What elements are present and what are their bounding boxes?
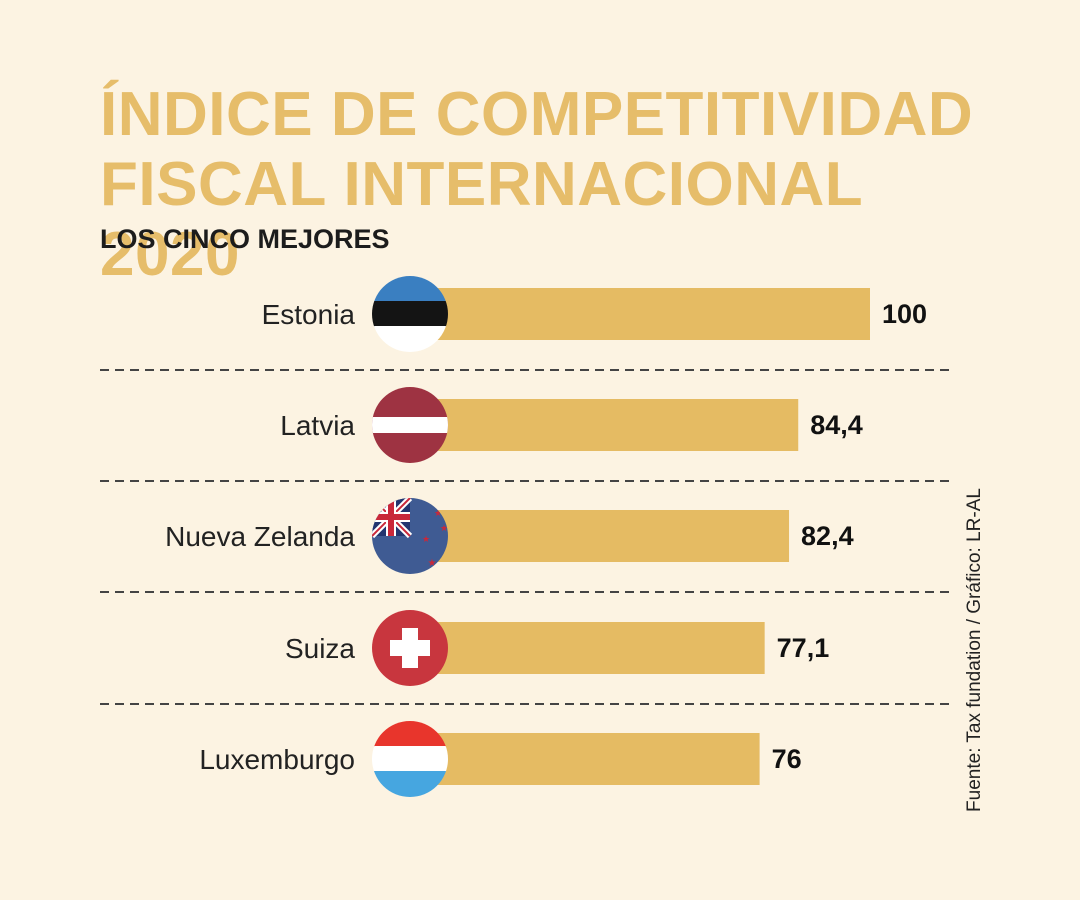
chart-title: ÍNDICE DE COMPETITIVIDAD FISCAL INTERNAC…	[100, 80, 1000, 290]
value-label-latvia: 84,4	[810, 410, 863, 440]
source-note: Fuente: Tax fundation / Gráfico: LR-AL	[964, 488, 985, 812]
category-label-latvia: Latvia	[280, 410, 355, 441]
chart-subtitle: LOS CINCO MEJORES	[100, 224, 390, 254]
chart-title-line-2: FISCAL INTERNACIONAL 2020	[100, 150, 863, 289]
bar-suiza	[410, 622, 765, 674]
category-label-suiza: Suiza	[285, 633, 355, 664]
switzerland-flag-icon	[372, 610, 448, 686]
value-label-nueva-zelanda: 82,4	[801, 521, 854, 551]
bar-estonia	[410, 288, 870, 340]
svg-text:★: ★	[434, 508, 442, 518]
latvia-flag-icon	[372, 387, 448, 463]
luxembourg-flag-icon	[372, 721, 448, 797]
bar-latvia	[410, 399, 799, 451]
svg-text:★: ★	[428, 558, 437, 569]
value-label-suiza: 77,1	[777, 633, 830, 663]
estonia-flag-icon	[372, 276, 448, 352]
new-zealand-flag-icon: ★ ★ ★ ★	[372, 498, 448, 574]
value-label-luxemburgo: 76	[772, 744, 802, 774]
chart-title-line-1: ÍNDICE DE COMPETITIVIDAD	[100, 80, 974, 149]
svg-text:★: ★	[440, 523, 448, 533]
category-label-estonia: Estonia	[262, 299, 356, 330]
value-label-estonia: 100	[882, 299, 927, 329]
category-label-luxemburgo: Luxemburgo	[199, 744, 355, 775]
category-label-nueva-zelanda: Nueva Zelanda	[165, 521, 355, 552]
bar-nueva-zelanda	[410, 510, 790, 562]
svg-text:★: ★	[422, 534, 430, 544]
bar-luxemburgo	[410, 733, 760, 785]
